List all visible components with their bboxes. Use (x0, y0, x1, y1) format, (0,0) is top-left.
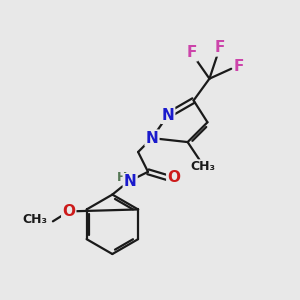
Text: CH₃: CH₃ (22, 213, 47, 226)
Text: F: F (214, 40, 224, 56)
Text: N: N (161, 108, 174, 123)
Text: H: H (117, 171, 128, 184)
Text: N: N (124, 174, 136, 189)
Text: O: O (167, 170, 180, 185)
Text: O: O (62, 204, 75, 219)
Text: CH₃: CH₃ (190, 160, 215, 173)
Text: F: F (234, 59, 244, 74)
Text: F: F (186, 45, 197, 60)
Text: N: N (146, 130, 158, 146)
